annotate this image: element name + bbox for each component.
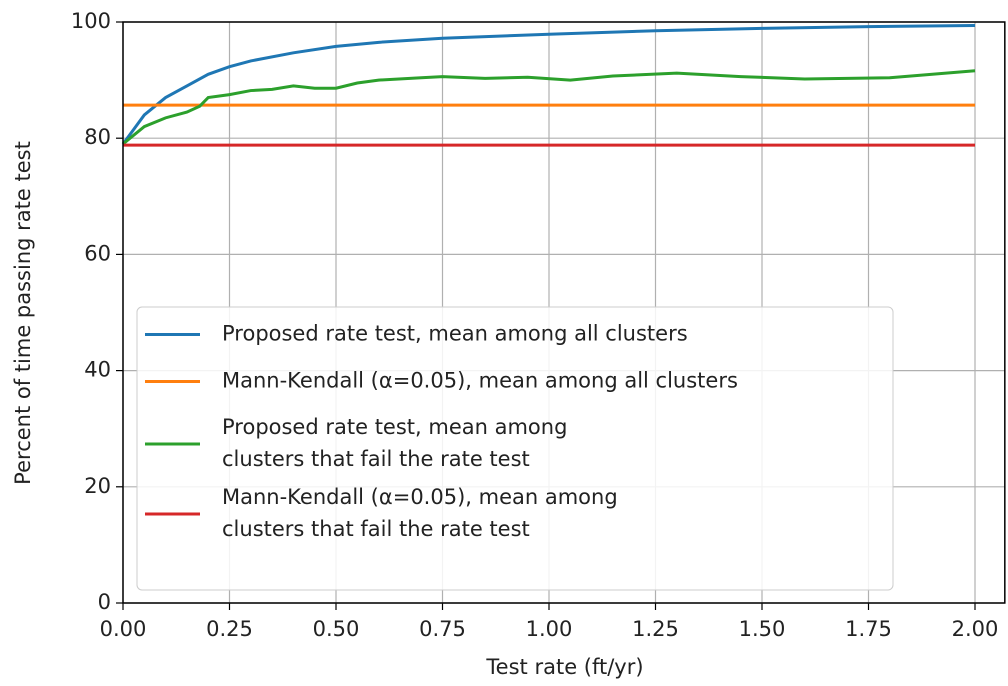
legend-label: Proposed rate test, mean among: [222, 415, 567, 439]
legend-box: [136, 306, 894, 591]
y-tick-label: 0: [98, 590, 111, 614]
legend-label: Mann-Kendall (α=0.05), mean among all cl…: [222, 369, 738, 393]
x-tick-label: 1.00: [526, 617, 573, 641]
legend: Proposed rate test, mean among all clust…: [136, 306, 894, 591]
legend-label: clusters that fail the rate test: [222, 517, 530, 541]
x-tick-label: 0.00: [100, 617, 147, 641]
data-line: [121, 23, 976, 145]
x-axis-label: Test rate (ft/yr): [485, 655, 643, 679]
y-tick-label: 40: [84, 358, 111, 382]
legend-label: clusters that fail the rate test: [222, 447, 530, 471]
x-tick-label: 0.50: [313, 617, 360, 641]
legend-label: Proposed rate test, mean among all clust…: [222, 322, 688, 346]
x-tick-label: 1.25: [632, 617, 679, 641]
x-tick-label: 0.25: [206, 617, 253, 641]
y-tick-label: 80: [84, 125, 111, 149]
y-tick-label: 20: [84, 474, 111, 498]
x-tick-label: 1.50: [739, 617, 786, 641]
x-tick-label: 0.75: [419, 617, 466, 641]
x-tick-label: 1.75: [845, 617, 892, 641]
legend-label: Mann-Kendall (α=0.05), mean among: [222, 485, 618, 509]
y-axis-label: Percent of time passing rate test: [11, 141, 35, 485]
y-tick-label: 100: [71, 9, 111, 33]
x-tick-label: 2.00: [952, 617, 999, 641]
y-tick-label: 60: [84, 241, 111, 265]
axes-frame: [122, 21, 1006, 604]
data-line: [122, 69, 976, 146]
